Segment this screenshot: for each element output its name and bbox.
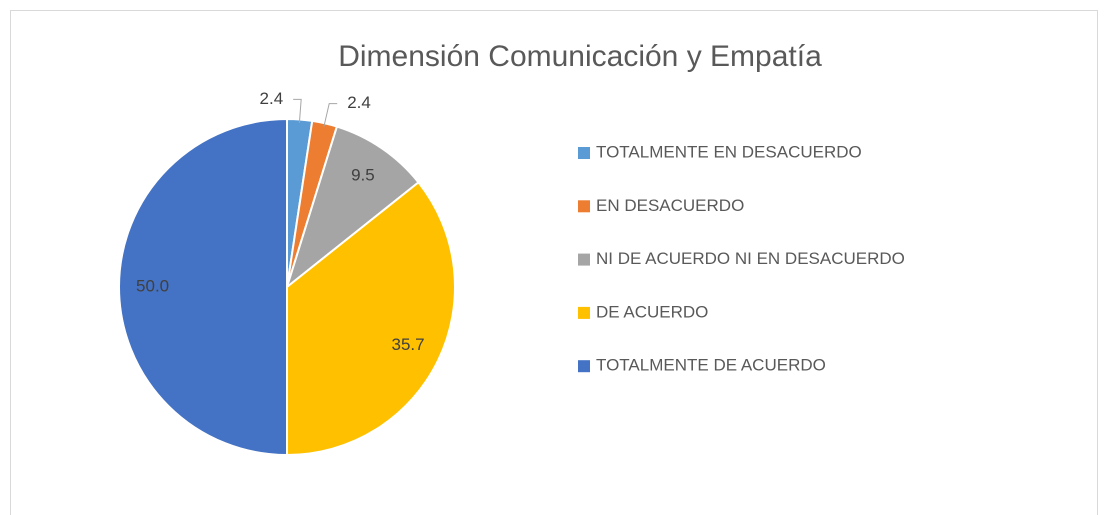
legend-label: EN DESACUERDO	[596, 196, 744, 215]
legend-swatch	[578, 200, 590, 213]
chart-title: Dimensión Comunicación y Empatía	[338, 40, 822, 73]
leader-line	[323, 103, 338, 127]
pie-slice	[285, 125, 420, 290]
pie-slice	[286, 180, 456, 457]
leader-line	[293, 98, 302, 123]
data-label: 50.0	[136, 276, 169, 295]
legend-swatch	[578, 253, 590, 266]
legend-swatch	[578, 147, 590, 159]
legend-label: TOTALMENTE EN DESACUERDO	[596, 142, 862, 161]
legend-label: NI DE ACUERDO NI EN DESACUERDO	[596, 249, 905, 268]
legend-swatch	[578, 306, 590, 319]
data-label: 2.4	[260, 89, 284, 108]
legend-label: TOTALMENTE DE ACUERDO	[596, 356, 826, 375]
data-label: 9.5	[351, 166, 375, 185]
pie-slice	[118, 117, 288, 457]
legend-swatch	[578, 360, 590, 373]
data-label: 35.7	[392, 335, 425, 354]
legend-label: DE ACUERDO	[596, 302, 708, 321]
data-label: 2.4	[347, 93, 371, 112]
